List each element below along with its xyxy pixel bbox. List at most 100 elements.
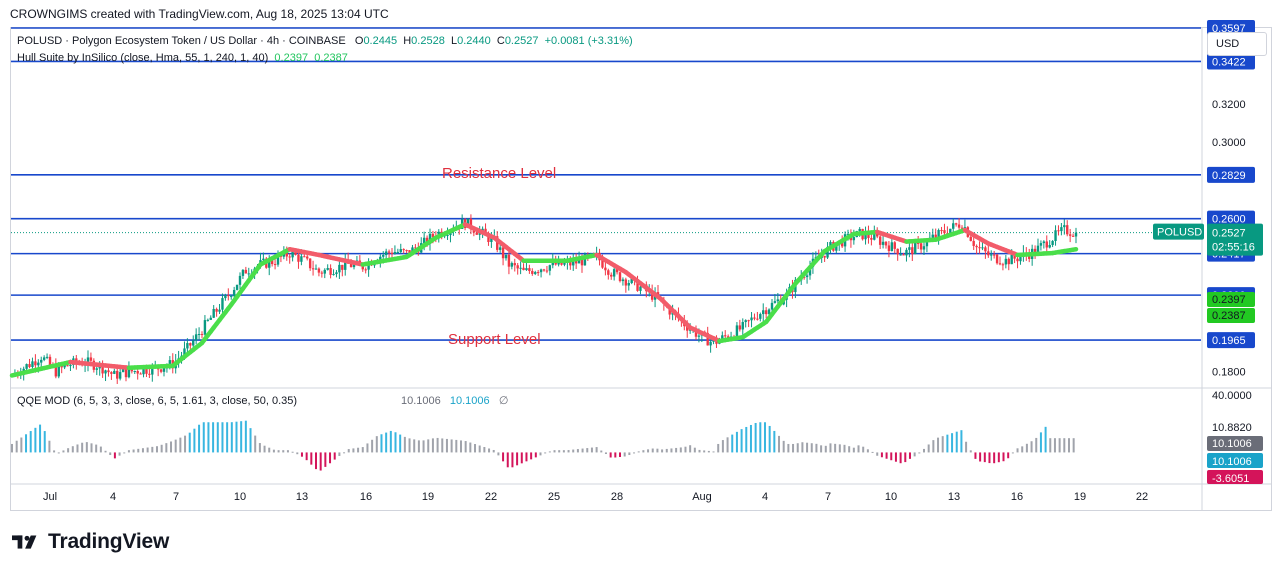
qqe-bar — [263, 445, 266, 453]
candle-body — [899, 254, 902, 256]
qqe-bar — [329, 452, 332, 464]
candle-body — [241, 269, 245, 276]
candle-body — [630, 278, 633, 284]
candle-body — [159, 369, 163, 372]
candle-body — [197, 334, 201, 336]
tradingview-logo-icon — [12, 535, 37, 549]
qqe-bar — [609, 452, 612, 458]
qqe-bar — [745, 426, 748, 453]
candle-body — [697, 335, 701, 337]
qqe-bar — [1049, 438, 1052, 453]
candle-body — [402, 249, 405, 251]
candle-body — [887, 245, 891, 252]
candle-body — [858, 228, 861, 232]
hull-value-tag — [1207, 308, 1255, 323]
candle-body — [192, 340, 195, 346]
qqe-bar — [698, 449, 701, 453]
candle-body — [247, 273, 250, 275]
qqe-bar — [380, 434, 383, 453]
time-axis-tick: 28 — [611, 491, 623, 503]
time-axis-tick: 7 — [173, 491, 179, 503]
candle-body — [227, 295, 230, 297]
candle-body — [1063, 225, 1066, 228]
candle-body — [735, 325, 739, 338]
candle-body — [574, 260, 578, 264]
qqe-bar — [894, 452, 897, 462]
qqe-bar — [268, 447, 271, 453]
candle-body — [145, 368, 148, 374]
time-axis-tick: 13 — [296, 491, 308, 503]
qqe-bar — [955, 431, 958, 453]
candle-body — [1042, 241, 1046, 244]
qqe-bar — [389, 430, 392, 453]
qqe-bar — [548, 451, 551, 453]
candle-body — [326, 268, 329, 270]
candle-body — [422, 237, 426, 244]
qqe-bar — [99, 446, 102, 453]
qqe-bar — [759, 422, 762, 453]
qqe-bar — [333, 452, 336, 460]
candle-body — [937, 230, 940, 238]
time-axis-tick: 4 — [110, 491, 116, 503]
candle-body — [876, 232, 879, 237]
candle-body — [925, 240, 929, 247]
oscillator-name[interactable]: QQE MOD (6, 5, 3, 3, close, 6, 5, 1.61, … — [17, 395, 298, 407]
candle-body — [770, 302, 774, 310]
candle-body — [288, 256, 291, 258]
candle-body — [1045, 241, 1048, 248]
qqe-bar — [291, 451, 294, 453]
candle-body — [569, 261, 572, 266]
candle-body — [338, 264, 341, 273]
qqe-bar — [534, 452, 537, 458]
candle-body — [738, 325, 742, 330]
candle-body — [1033, 248, 1037, 255]
candle-body — [490, 236, 493, 243]
qqe-bar — [357, 447, 360, 453]
qqe-bar — [15, 440, 18, 453]
candle-body — [148, 373, 151, 375]
candle-body — [317, 268, 321, 273]
indicator-name[interactable]: Hull Suite by InSilico (close, Hma, 55, … — [17, 52, 269, 64]
oscillator-value-3: ∅ — [498, 395, 509, 407]
qqe-bar — [188, 432, 191, 453]
qqe-bar — [946, 434, 949, 453]
qqe-bar — [843, 444, 846, 453]
candle-body — [940, 230, 943, 232]
logo-text: TradingView — [48, 530, 170, 553]
qqe-bar — [160, 444, 163, 453]
symbol-name[interactable]: POLUSD · Polygon Ecosystem Token / US Do… — [17, 35, 346, 47]
qqe-bar — [647, 449, 650, 453]
currency-button[interactable]: USD — [1207, 32, 1267, 56]
candle-body — [203, 320, 207, 335]
candle-body — [475, 232, 478, 235]
indicator-value-2: 0.2387 — [314, 52, 348, 64]
qqe-bar — [179, 437, 182, 453]
qqe-bar — [85, 442, 88, 453]
candle-body — [1054, 230, 1057, 241]
qqe-bar — [558, 450, 561, 453]
candle-body — [984, 247, 987, 252]
qqe-bar — [488, 448, 491, 453]
qqe-bar — [104, 450, 107, 453]
qqe-bar — [324, 452, 327, 467]
candle-body — [621, 279, 625, 282]
qqe-bar — [216, 422, 219, 453]
qqe-bar — [132, 449, 135, 453]
qqe-bar — [932, 440, 935, 453]
candle-body — [1001, 264, 1005, 266]
candle-body — [414, 247, 417, 249]
candle-body — [142, 368, 145, 375]
qqe-bar — [969, 450, 972, 453]
candle-body — [610, 274, 613, 277]
qqe-bar — [679, 447, 682, 453]
qqe-bar — [151, 446, 154, 453]
tradingview-logo[interactable]: TradingView — [12, 530, 169, 554]
qqe-bar — [820, 445, 823, 453]
candle-body — [878, 236, 882, 245]
candle-body — [469, 218, 473, 230]
qqe-bar — [661, 449, 664, 453]
qqe-bar — [170, 441, 173, 453]
qqe-bar — [567, 450, 570, 453]
candle-body — [756, 318, 759, 320]
